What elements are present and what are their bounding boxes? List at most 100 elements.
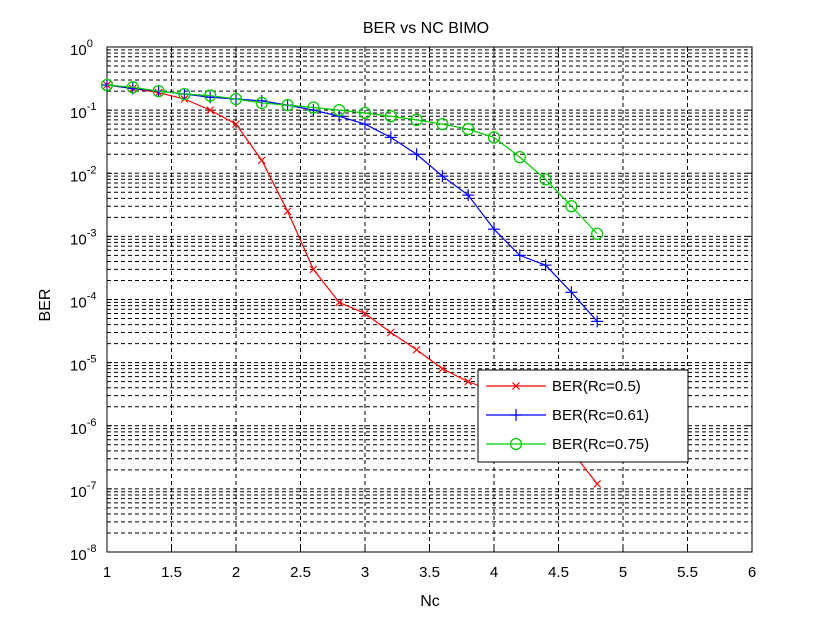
data-point bbox=[565, 286, 578, 299]
data-point bbox=[281, 98, 294, 112]
x-tick-label: 2 bbox=[232, 564, 240, 581]
data-point bbox=[591, 227, 604, 240]
legend-item: BER(Rc=0.75) bbox=[486, 436, 649, 453]
data-point bbox=[255, 96, 268, 110]
y-tick-base: 10 bbox=[70, 105, 87, 122]
x-tick-label: 1 bbox=[103, 564, 111, 581]
series-2 bbox=[100, 78, 604, 240]
legend-label: BER(Rc=0.5) bbox=[552, 378, 641, 395]
data-point bbox=[206, 106, 215, 115]
marker-stroke bbox=[335, 298, 344, 307]
y-tick-base: 10 bbox=[70, 421, 87, 438]
data-point bbox=[410, 148, 423, 161]
data-point bbox=[384, 110, 397, 123]
x-tick-label: 3.5 bbox=[419, 564, 440, 581]
data-point bbox=[412, 345, 421, 354]
data-point bbox=[204, 89, 217, 102]
y-tick-label: 10-2 bbox=[70, 164, 96, 185]
x-tick-label: 2.5 bbox=[290, 564, 311, 581]
x-tick-label: 6 bbox=[748, 564, 756, 581]
marker-stroke bbox=[232, 120, 240, 129]
y-tick-base: 10 bbox=[70, 168, 87, 185]
legend-item: BER(Rc=0.5) bbox=[486, 378, 641, 395]
marker-stroke bbox=[386, 328, 395, 337]
data-point bbox=[464, 377, 473, 386]
marker-stroke bbox=[361, 309, 369, 318]
y-tick-label: 10-6 bbox=[70, 417, 96, 438]
data-point bbox=[333, 103, 346, 117]
marker-stroke bbox=[512, 382, 520, 390]
y-tick-exponent: -7 bbox=[87, 480, 97, 492]
x-tick-label: 4 bbox=[490, 564, 498, 581]
x-tick-label: 3 bbox=[361, 564, 369, 581]
x-axis-title: Nc bbox=[420, 593, 440, 610]
data-point bbox=[488, 223, 500, 236]
y-tick-base: 10 bbox=[70, 295, 87, 312]
legend-marker bbox=[512, 382, 520, 390]
legend-marker bbox=[509, 437, 523, 451]
data-point bbox=[309, 265, 318, 274]
y-tick-base: 10 bbox=[70, 231, 87, 248]
data-point bbox=[593, 479, 602, 488]
data-point bbox=[386, 328, 395, 337]
data-point bbox=[126, 81, 139, 94]
data-point bbox=[152, 84, 165, 98]
y-tick-label: 100 bbox=[70, 38, 93, 59]
marker-stroke bbox=[283, 207, 292, 216]
legend: BER(Rc=0.5) BER(Rc=0.61) BER(Rc=0.75) bbox=[477, 369, 689, 463]
grid bbox=[107, 47, 752, 552]
y-tick-label: 10-5 bbox=[70, 354, 96, 375]
data-point bbox=[513, 150, 526, 164]
data-point bbox=[487, 131, 501, 144]
data-point bbox=[410, 113, 423, 127]
data-point bbox=[335, 298, 344, 307]
y-tick-exponent: -4 bbox=[87, 291, 97, 303]
y-tick-exponent: -1 bbox=[87, 101, 97, 113]
y-tick-exponent: -5 bbox=[87, 354, 97, 366]
y-tick-label: 10-1 bbox=[70, 101, 96, 122]
y-tick-base: 10 bbox=[70, 42, 87, 59]
x-tick-label: 5 bbox=[619, 564, 627, 581]
data-point bbox=[539, 173, 552, 186]
data-point bbox=[283, 207, 292, 216]
marker-stroke bbox=[309, 265, 318, 274]
data-point bbox=[539, 259, 552, 272]
marker-stroke bbox=[438, 364, 447, 373]
data-point bbox=[178, 87, 191, 101]
y-tick-base: 10 bbox=[70, 484, 87, 501]
y-tick-exponent: -6 bbox=[87, 417, 97, 429]
y-tick-label: 10-7 bbox=[70, 480, 96, 501]
data-point bbox=[229, 92, 243, 106]
data-point bbox=[462, 122, 475, 136]
y-tick-base: 10 bbox=[70, 547, 87, 564]
data-point bbox=[257, 156, 266, 165]
data-point bbox=[384, 131, 397, 144]
data-point bbox=[436, 170, 449, 183]
y-axis-title: BER bbox=[37, 289, 54, 322]
y-tick-label: 10-3 bbox=[70, 227, 96, 248]
data-point bbox=[307, 101, 320, 114]
y-tick-exponent: 0 bbox=[87, 38, 93, 50]
chart-title: BER vs NC BIMO bbox=[363, 20, 489, 37]
marker-stroke bbox=[257, 156, 266, 165]
data-point bbox=[361, 309, 369, 318]
y-tick-base: 10 bbox=[70, 358, 87, 375]
y-tick-exponent: -2 bbox=[87, 164, 97, 176]
data-point bbox=[232, 120, 240, 129]
marker-stroke bbox=[464, 377, 473, 386]
marker-stroke bbox=[593, 479, 602, 488]
x-tick-label: 1.5 bbox=[161, 564, 182, 581]
data-point bbox=[359, 118, 371, 131]
marker-stroke bbox=[206, 106, 215, 115]
data-point bbox=[436, 117, 449, 131]
data-point bbox=[565, 200, 578, 213]
data-point bbox=[100, 78, 114, 92]
data-point bbox=[358, 106, 372, 120]
x-tick-label: 5.5 bbox=[677, 564, 698, 581]
legend-item: BER(Rc=0.61) bbox=[486, 407, 649, 424]
x-tick-label: 4.5 bbox=[548, 564, 569, 581]
data-point bbox=[438, 364, 447, 373]
y-tick-label: 10-4 bbox=[70, 291, 96, 312]
